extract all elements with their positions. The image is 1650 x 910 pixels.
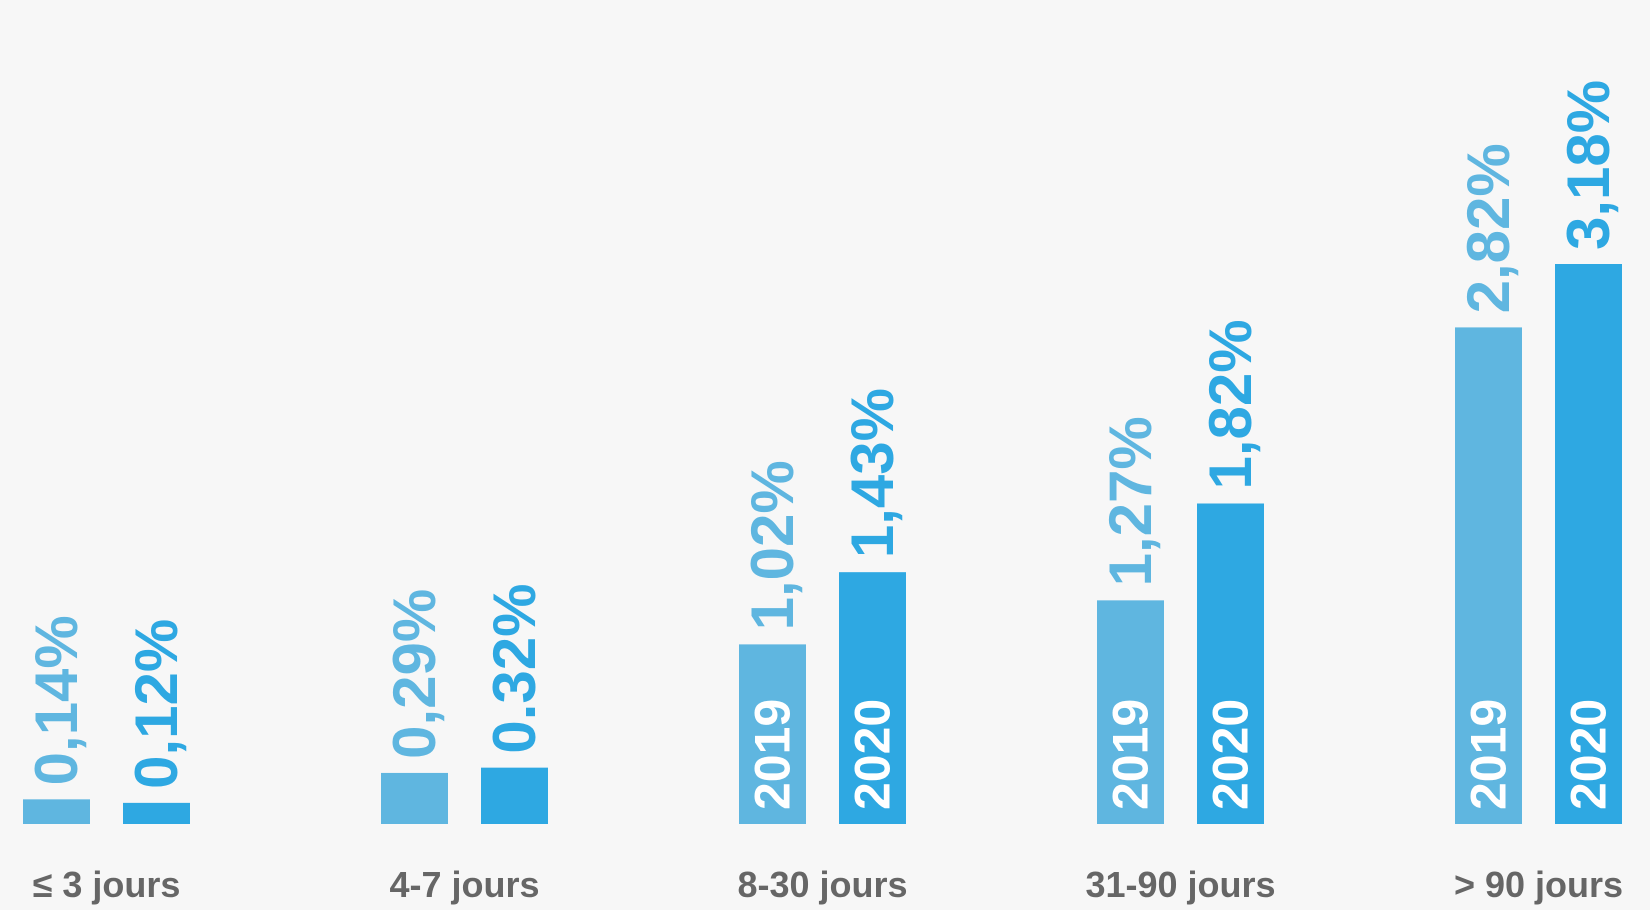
- series-label: 2019: [1461, 699, 1517, 810]
- x-tick-label: 8-30 jours: [737, 864, 907, 905]
- bar: [839, 572, 906, 824]
- value-label: 3,18%: [1555, 80, 1622, 250]
- series-label: 2019: [1103, 699, 1159, 810]
- x-tick-label: ≤ 3 jours: [33, 864, 181, 905]
- value-label: 2,82%: [1455, 143, 1522, 313]
- bar: [739, 644, 806, 824]
- value-label: 1,27%: [1097, 416, 1164, 586]
- x-tick-label: > 90 jours: [1454, 864, 1623, 905]
- value-label: 1,82%: [1197, 319, 1264, 489]
- bar: [23, 799, 90, 824]
- bar: [381, 772, 448, 824]
- series-label: 2019: [745, 699, 801, 810]
- series-label: 2020: [845, 699, 901, 810]
- value-label: 0,12%: [123, 619, 190, 789]
- x-tick-label: 31-90 jours: [1085, 864, 1275, 905]
- series-label: 2020: [1561, 699, 1617, 810]
- value-label: 0,29%: [381, 589, 448, 759]
- bar: [1555, 264, 1622, 824]
- bar: [1455, 327, 1522, 824]
- value-label: 0,14%: [23, 615, 90, 785]
- bar: [1097, 600, 1164, 824]
- bar: [123, 802, 190, 824]
- value-label: 1,02%: [739, 460, 806, 630]
- bar: [1197, 503, 1264, 824]
- series-label: 2020: [1203, 699, 1259, 810]
- value-label: 1,43%: [839, 388, 906, 558]
- value-label: 0.32%: [481, 584, 548, 754]
- x-tick-label: 4-7 jours: [389, 864, 539, 905]
- bar: [481, 767, 548, 824]
